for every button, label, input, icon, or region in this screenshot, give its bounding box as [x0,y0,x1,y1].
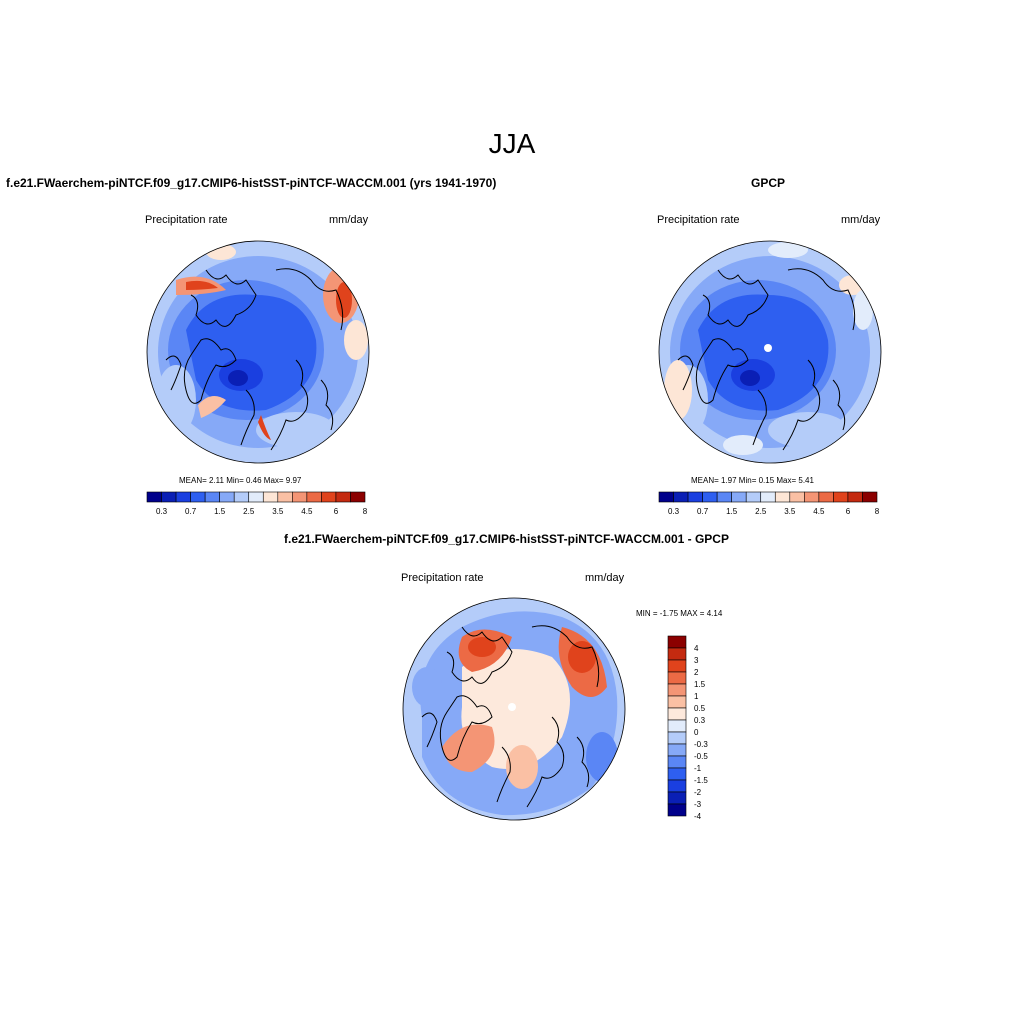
panel1-polar-map [146,240,370,464]
panel3-colorbar-swatch [667,695,687,709]
panel3-colorbar-tick-label: -1 [694,764,702,773]
panel3-colorbar-tick-label: -2 [694,788,702,797]
panel3-colorbar-tick-label: 0 [694,728,699,737]
panel1-colorbar-swatch [277,491,293,503]
panel2-colorbar-swatch [745,491,762,503]
panel1-colorbar-swatch [335,491,351,503]
panel2-colorbar-tick-label: 0.3 [668,507,680,516]
panel3-colorbar-tick-label: -0.3 [694,740,708,749]
panel1-colorbar: 0.3 0.7 1.5 2.5 3.5 4.5 6 8 [146,491,368,516]
panel1-colorbar-swatch [233,491,250,503]
panel3-units-label: mm/day [585,572,625,584]
panel2-colorbar: 0.3 0.7 1.5 2.5 3.5 4.5 6 8 [658,491,880,516]
panel1-colorbar-tick-label: 3.5 [272,507,284,516]
figure-title: JJA [488,128,536,159]
panel3-colorbar-swatch [667,779,687,793]
panel2-variable-label: Precipitation rate [657,214,740,226]
panel1-title: f.e21.FWaerchem-piNTCF.f09_g17.CMIP6-his… [6,176,497,190]
panel1-colorbar-swatch [262,491,279,503]
panel3-colorbar: 4 3 2 1.5 1 0.5 0.3 0 -0.3 -0.5 -1 -1.5 -2 -3 -4 [667,635,708,821]
panel3-colorbar-swatch [667,683,687,697]
panel1-colorbar-tick-label: 0.7 [185,507,197,516]
panel2-colorbar-swatch [847,491,863,503]
panel3-colorbar-tick-label: 0.5 [694,704,706,713]
panel1-colorbar-swatch [161,491,177,503]
panel2-stats: MEAN= 1.97 Min= 0.15 Max= 5.41 [691,476,814,485]
panel2-colorbar-tick-label: 3.5 [784,507,796,516]
panel3-colorbar-swatch [667,767,687,781]
panel2-colorbar-swatch [760,491,776,503]
panel1-colorbar-swatch [204,491,220,503]
panel2-colorbar-tick-label: 0.7 [697,507,709,516]
panel2-colorbar-tick-label: 1.5 [726,507,738,516]
panel2-colorbar-swatch [818,491,834,503]
panel1-colorbar-tick-label: 2.5 [243,507,255,516]
panel3-polar-map [402,597,626,821]
panel1-stats: MEAN= 2.11 Min= 0.46 Max= 9.97 [179,476,302,485]
panel3-colorbar-swatch [667,755,687,769]
panel2-polar-map [658,240,882,464]
panel2-colorbar-swatch [658,491,674,503]
panel3-colorbar-swatch [667,647,687,661]
panel1-colorbar-tick-label: 8 [363,507,368,516]
panel3-colorbar-tick-label: 3 [694,656,699,665]
panel3-colorbar-swatch [667,791,687,805]
panel3-variable-label: Precipitation rate [401,572,484,584]
panel2-colorbar-swatch [862,491,878,503]
panel1-colorbar-swatch [306,491,322,503]
panel2-colorbar-swatch [731,491,747,503]
panel2-colorbar-tick-label: 2.5 [755,507,767,516]
panel1-colorbar-tick-label: 0.3 [156,507,168,516]
panel1-colorbar-tick-label: 4.5 [301,507,313,516]
panel1-colorbar-swatch [146,491,162,503]
panel3-colorbar-swatch [667,731,687,745]
panel2-colorbar-swatch [804,491,820,503]
panel1-colorbar-tick-label: 6 [334,507,339,516]
panel3-colorbar-swatch [667,743,687,757]
panel1-colorbar-tick-label: 1.5 [214,507,226,516]
panel3-colorbar-swatch [667,671,687,685]
panel1-colorbar-swatch [219,491,235,503]
panel3-colorbar-tick-label: -0.5 [694,752,708,761]
panel2-colorbar-swatch [789,491,805,503]
panel1-units-label: mm/day [329,214,369,226]
panel2-colorbar-swatch [833,491,849,503]
panel1-colorbar-swatch [350,491,366,503]
panel1-colorbar-swatch [292,491,308,503]
panel3-colorbar-tick-label: -3 [694,800,702,809]
panel2-colorbar-tick-label: 8 [875,507,880,516]
panel3-colorbar-tick-label: -4 [694,812,702,821]
panel2-colorbar-tick-label: 6 [846,507,851,516]
panel3-colorbar-tick-label: 2 [694,668,699,677]
panel1-colorbar-swatch [321,491,337,503]
panel3-colorbar-tick-label: 1.5 [694,680,706,689]
panel1-colorbar-swatch [190,491,206,503]
panel2-colorbar-swatch [774,491,791,503]
panel3-colorbar-tick-label: -1.5 [694,776,708,785]
panel2-colorbar-swatch [702,491,718,503]
panel1-variable-label: Precipitation rate [145,214,228,226]
panel3-colorbar-tick-label: 0.3 [694,716,706,725]
panel3-colorbar-swatch [667,635,687,649]
panel3-colorbar-swatch [667,707,687,721]
panel3-colorbar-tick-label: 1 [694,692,699,701]
panel1-colorbar-swatch [248,491,264,503]
panel2-units-label: mm/day [841,214,881,226]
panel2-colorbar-swatch [716,491,732,503]
panel3-colorbar-swatch [667,803,687,817]
panel3-title: f.e21.FWaerchem-piNTCF.f09_g17.CMIP6-his… [284,532,729,546]
panel2-colorbar-swatch [673,491,689,503]
panel2-colorbar-swatch [687,491,703,503]
panel2-title: GPCP [751,176,786,190]
panel3-stats: MIN = -1.75 MAX = 4.14 [636,609,723,618]
panel3-colorbar-swatch [667,719,687,733]
panel3-colorbar-tick-label: 4 [694,644,699,653]
panel2-colorbar-tick-label: 4.5 [813,507,825,516]
panel3-colorbar-swatch [667,659,687,673]
panel1-colorbar-swatch [175,491,191,503]
